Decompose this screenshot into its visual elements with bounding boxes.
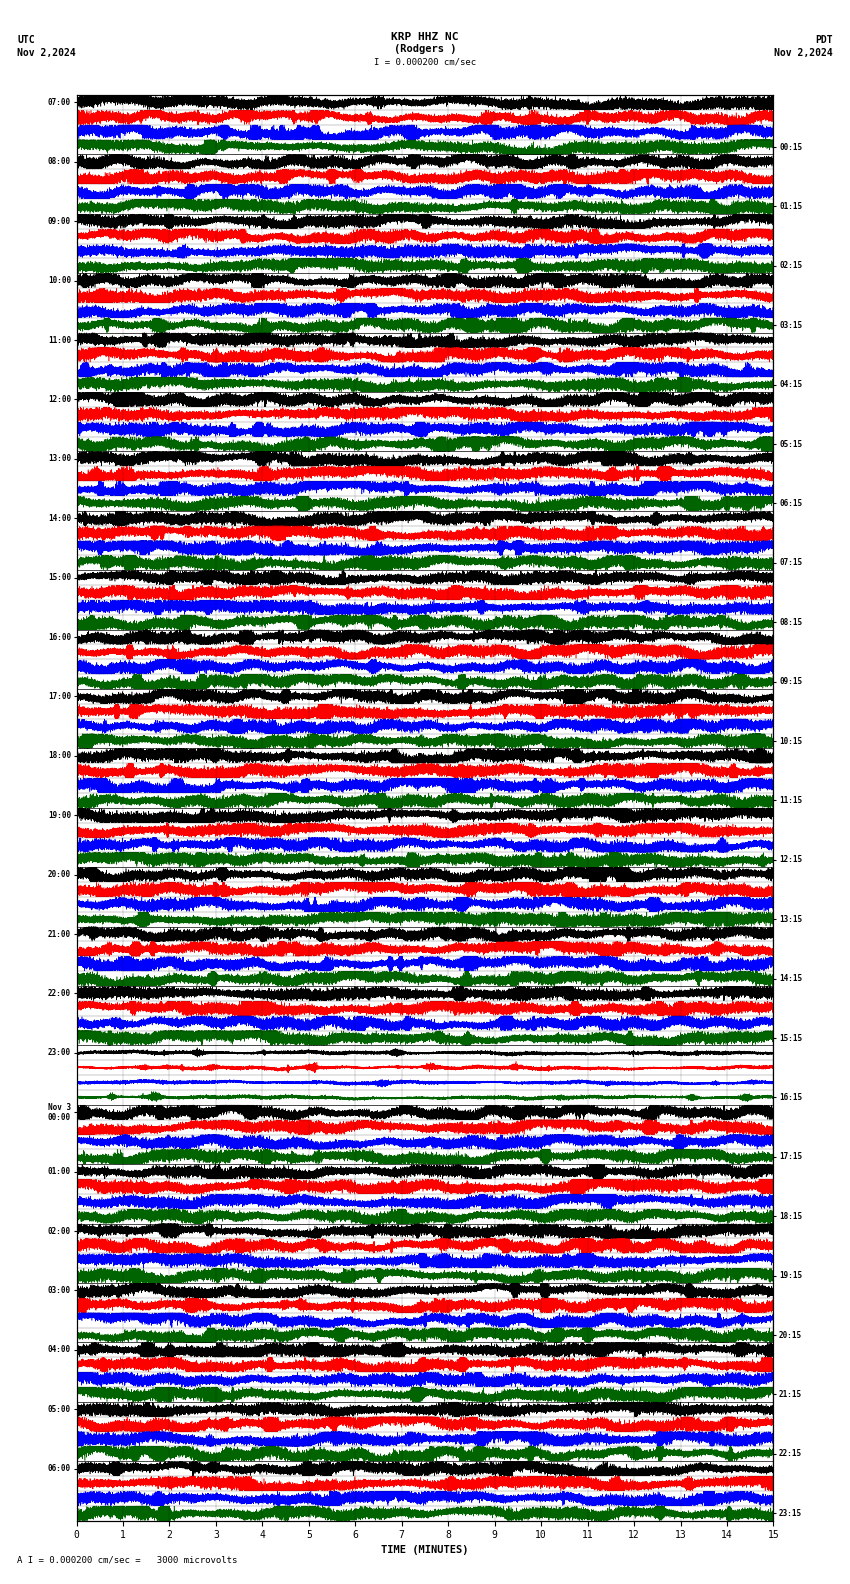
Text: I = 0.000200 cm/sec: I = 0.000200 cm/sec: [374, 57, 476, 67]
X-axis label: TIME (MINUTES): TIME (MINUTES): [382, 1544, 468, 1554]
Text: A I = 0.000200 cm/sec =   3000 microvolts: A I = 0.000200 cm/sec = 3000 microvolts: [17, 1555, 237, 1565]
Text: KRP HHZ NC: KRP HHZ NC: [391, 32, 459, 41]
Text: Nov 2,2024: Nov 2,2024: [17, 48, 76, 57]
Text: Nov 2,2024: Nov 2,2024: [774, 48, 833, 57]
Text: PDT: PDT: [815, 35, 833, 44]
Text: (Rodgers ): (Rodgers ): [394, 44, 456, 54]
Text: UTC: UTC: [17, 35, 35, 44]
